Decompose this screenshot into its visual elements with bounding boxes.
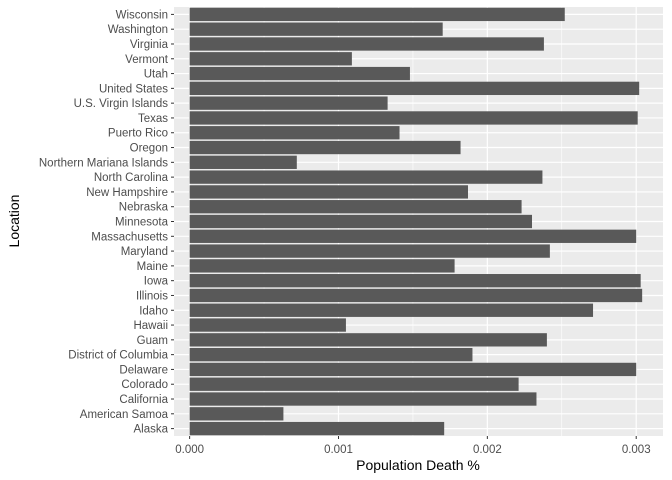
bar-minnesota <box>189 214 533 229</box>
bar-new-hampshire <box>189 185 468 199</box>
y-tick-label: Alaska <box>133 424 168 436</box>
bar-alaska <box>189 421 445 436</box>
y-tick-label: Maine <box>137 261 168 273</box>
bar-texas <box>189 111 638 125</box>
bar-guam <box>189 333 547 347</box>
y-tick-label: Utah <box>144 69 168 81</box>
y-tick-label: Colorado <box>121 379 168 391</box>
y-axis-title: Location <box>6 195 22 248</box>
y-tick-label: U.S. Virgin Islands <box>74 98 169 110</box>
bar-washington <box>189 22 443 36</box>
bar-utah <box>189 66 410 81</box>
bar-oregon <box>189 140 461 155</box>
y-tick-label: Maryland <box>121 246 168 258</box>
bar-nebraska <box>189 200 522 214</box>
y-tick-label: Northern Mariana Islands <box>39 157 168 169</box>
y-tick-label: Massachusetts <box>91 231 168 243</box>
bar-maryland <box>189 244 550 258</box>
bar-hawaii <box>189 318 346 332</box>
bar-north-carolina <box>189 170 543 184</box>
y-tick-label: Illinois <box>136 290 168 302</box>
y-tick-label: North Carolina <box>94 172 169 184</box>
x-tick-label: 0.002 <box>473 444 502 456</box>
bar-vermont <box>189 52 352 66</box>
y-tick-label: Guam <box>137 335 168 347</box>
y-tick-label: California <box>119 394 168 406</box>
bar-u-s-virgin-islands <box>189 96 388 110</box>
bar-american-samoa <box>189 407 284 421</box>
y-tick-label: Virginia <box>130 39 169 51</box>
bar-maine <box>189 259 455 273</box>
x-tick-label: 0.001 <box>324 444 353 456</box>
y-tick-label: Puerto Rico <box>108 128 168 140</box>
y-tick-label: United States <box>99 83 168 95</box>
y-tick-label: Minnesota <box>115 217 169 229</box>
bars <box>189 7 643 436</box>
bar-colorado <box>189 377 519 391</box>
bar-virginia <box>189 37 544 51</box>
bar-idaho <box>189 303 594 317</box>
x-axis-title: Population Death % <box>356 457 480 473</box>
y-tick-label: Nebraska <box>119 202 169 214</box>
bar-wisconsin <box>189 7 565 22</box>
y-tick-label: American Samoa <box>80 409 169 421</box>
bar-united-states <box>189 81 640 96</box>
y-tick-label: Texas <box>138 113 168 125</box>
bar-puerto-rico <box>189 126 400 140</box>
y-tick-label: Hawaii <box>133 320 168 332</box>
y-tick-label: Washington <box>108 24 168 36</box>
x-tick-label: 0.003 <box>622 444 651 456</box>
y-tick-label: Iowa <box>144 276 169 288</box>
x-axis-ticks: 0.000 0.001 0.002 0.003 <box>175 436 651 456</box>
bar-district-of-columbia <box>189 347 473 362</box>
y-tick-label: Oregon <box>130 143 168 155</box>
y-tick-label: Idaho <box>139 305 168 317</box>
y-tick-label: District of Columbia <box>68 350 168 362</box>
bar-iowa <box>189 274 641 288</box>
bar-massachusetts <box>189 229 637 243</box>
y-tick-label: Vermont <box>125 54 169 66</box>
y-tick-label: Delaware <box>119 364 168 376</box>
x-tick-label: 0.000 <box>175 444 204 456</box>
bar-northern-mariana-islands <box>189 155 297 169</box>
y-tick-label: Wisconsin <box>116 9 168 21</box>
bar-delaware <box>189 362 637 377</box>
bar-illinois <box>189 288 643 303</box>
y-axis-ticks: Alaska American Samoa California Colorado De… <box>39 9 174 436</box>
bar-california <box>189 392 537 406</box>
y-tick-label: New Hampshire <box>86 187 168 199</box>
